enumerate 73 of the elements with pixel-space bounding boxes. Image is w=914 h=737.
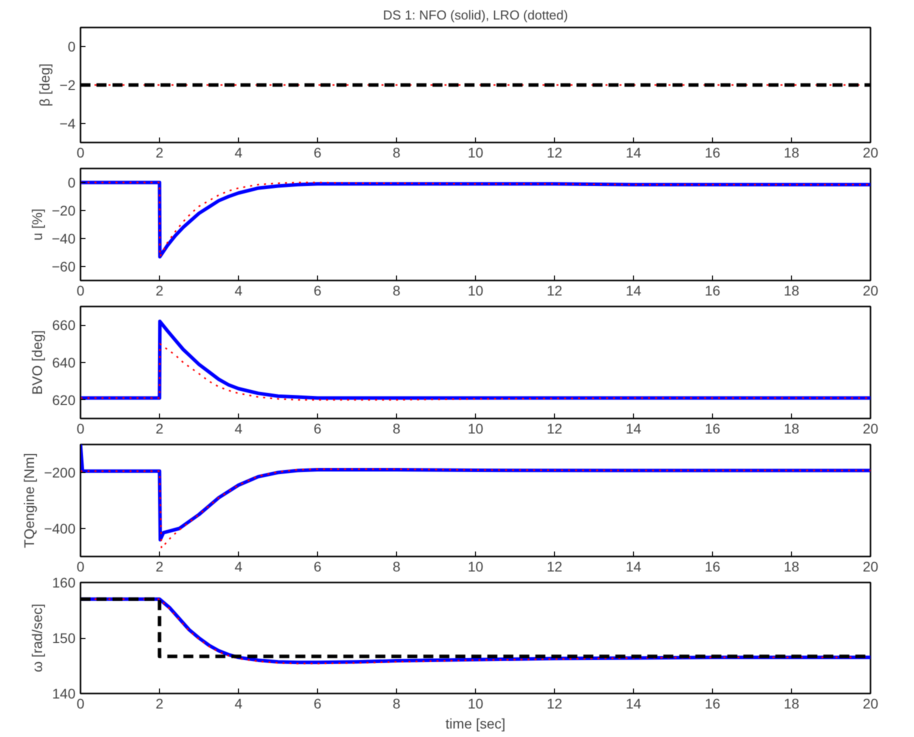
y-tick-label: 0 xyxy=(68,38,76,55)
y-tick-label: −40 xyxy=(52,230,76,246)
chart-title: DS 1: NFO (solid), LRO (dotted) xyxy=(383,8,568,22)
x-tick-label: 14 xyxy=(626,144,642,160)
y-tick-label: 660 xyxy=(52,317,76,334)
x-tick-label: 10 xyxy=(468,282,484,298)
x-tick-label: 20 xyxy=(862,144,878,160)
x-tick-label: 16 xyxy=(704,696,720,712)
y-tick-label: −4 xyxy=(60,115,76,132)
x-tick-label: 20 xyxy=(862,282,878,298)
x-tick-label: 16 xyxy=(704,420,720,436)
x-tick-label: 12 xyxy=(546,420,562,436)
x-tick-label: 18 xyxy=(784,282,800,298)
x-tick-label: 14 xyxy=(626,420,642,436)
y-tick-label: 0 xyxy=(68,174,76,190)
x-tick-label: 20 xyxy=(862,420,878,436)
y-axis-title: TQengine [Nm] xyxy=(20,453,37,548)
y-tick-label: −20 xyxy=(52,202,76,218)
x-tick-label: 18 xyxy=(784,558,800,574)
y-tick-label: −200 xyxy=(44,464,76,480)
x-tick-label: 8 xyxy=(392,558,401,574)
x-tick-label: 12 xyxy=(546,144,562,160)
x-tick-label: 16 xyxy=(704,558,720,574)
x-axis-title: time [sec] xyxy=(446,716,506,732)
x-tick-label: 16 xyxy=(704,144,720,160)
x-tick-label: 18 xyxy=(784,144,800,160)
x-tick-label: 12 xyxy=(546,282,562,298)
y-tick-label: −60 xyxy=(52,258,76,274)
x-tick-label: 14 xyxy=(626,558,642,574)
y-tick-label: 140 xyxy=(52,686,76,702)
y-tick-label: 160 xyxy=(52,574,76,590)
y-axis-title: BVO [deg] xyxy=(29,330,46,395)
x-tick-label: 6 xyxy=(314,558,322,574)
x-tick-label: 2 xyxy=(156,558,164,574)
x-tick-label: 8 xyxy=(392,420,401,436)
x-tick-label: 20 xyxy=(862,558,878,574)
x-tick-label: 6 xyxy=(314,144,322,160)
x-tick-label: 4 xyxy=(234,282,243,298)
y-tick-label: −2 xyxy=(60,77,76,93)
x-tick-label: 16 xyxy=(704,282,720,298)
x-tick-label: 10 xyxy=(468,558,484,574)
x-tick-label: 18 xyxy=(784,420,800,436)
y-tick-label: 150 xyxy=(52,630,76,646)
line-series xyxy=(80,468,870,549)
x-tick-label: 4 xyxy=(234,696,243,712)
x-tick-label: 2 xyxy=(156,696,164,712)
x-tick-label: 12 xyxy=(546,558,562,574)
y-tick-label: 640 xyxy=(52,354,76,370)
x-tick-label: 6 xyxy=(314,696,322,712)
x-tick-label: 4 xyxy=(234,144,243,160)
x-tick-label: 8 xyxy=(392,282,401,298)
x-tick-label: 2 xyxy=(156,282,164,298)
y-axis-title: u [%] xyxy=(28,208,45,240)
y-tick-label: −400 xyxy=(44,520,76,536)
x-tick-label: 14 xyxy=(626,282,642,298)
x-tick-label: 2 xyxy=(156,144,164,160)
y-axis-title: ω [rad/sec] xyxy=(29,604,46,672)
x-tick-label: 18 xyxy=(784,696,800,712)
x-tick-label: 12 xyxy=(546,696,562,712)
x-tick-label: 4 xyxy=(234,420,243,436)
x-tick-label: 6 xyxy=(314,420,322,436)
x-tick-label: 8 xyxy=(392,696,401,712)
y-tick-label: 620 xyxy=(52,392,76,408)
x-tick-label: 10 xyxy=(468,696,484,712)
y-axis-title: β [deg] xyxy=(36,63,53,107)
x-tick-label: 10 xyxy=(468,144,484,160)
x-tick-label: 6 xyxy=(314,282,322,298)
x-tick-label: 10 xyxy=(468,420,484,436)
x-tick-label: 2 xyxy=(156,420,164,436)
x-tick-label: 20 xyxy=(862,696,878,712)
x-tick-label: 4 xyxy=(234,558,243,574)
x-tick-label: 8 xyxy=(392,144,401,160)
x-tick-label: 14 xyxy=(626,696,642,712)
